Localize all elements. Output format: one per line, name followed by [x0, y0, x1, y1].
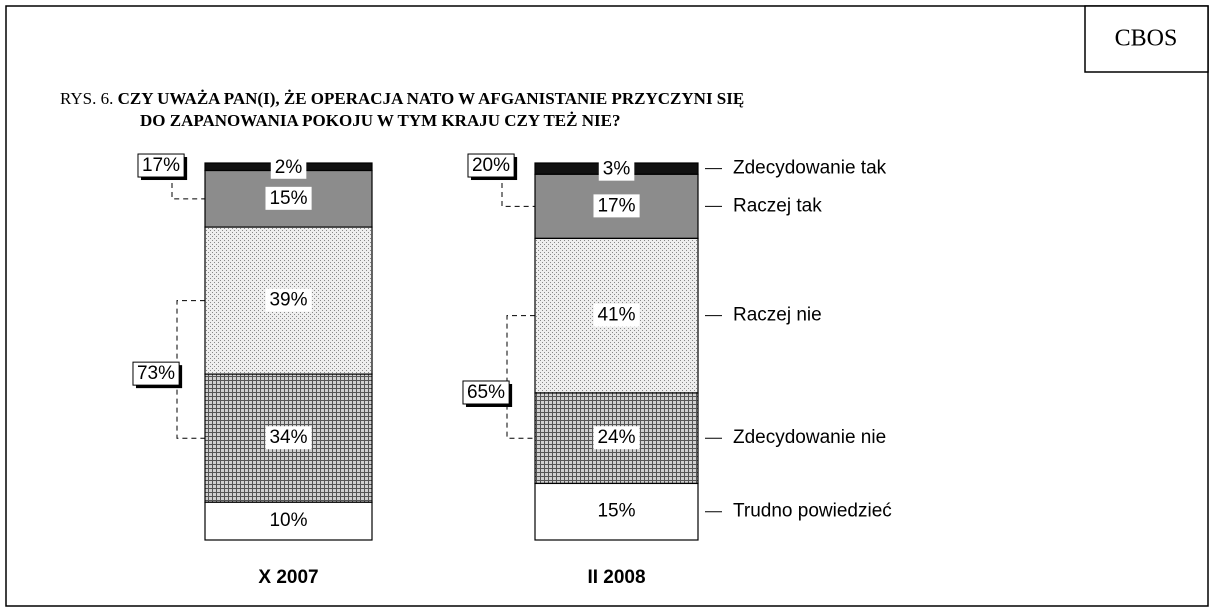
- value-label: 41%: [597, 305, 635, 326]
- chart-title: RYS. 6. CZY UWAŻA PAN(I), ŻE OPERACJA NA…: [60, 89, 744, 108]
- frame: [5, 5, 1209, 607]
- legend-label: Zdecydowanie nie: [733, 427, 886, 448]
- value-label-box: [593, 303, 640, 327]
- bracket: [171, 183, 205, 200]
- bracket: [506, 315, 535, 439]
- value-label: 10%: [269, 510, 307, 531]
- legend-label: Raczej tak: [733, 195, 822, 216]
- source-box: [1084, 5, 1209, 73]
- legend-label: Raczej nie: [733, 305, 822, 326]
- value-label-box: [265, 509, 312, 533]
- value-label: 15%: [597, 501, 635, 522]
- yes-total-box: [467, 153, 515, 178]
- value-label-box: [598, 157, 635, 181]
- no-total: 73%: [137, 363, 175, 384]
- value-label: 17%: [597, 195, 635, 216]
- value-label: 24%: [597, 427, 635, 448]
- value-label: 34%: [269, 427, 307, 448]
- x-tick-label: X 2007: [258, 567, 318, 588]
- value-label-box: [265, 288, 312, 312]
- value-label-box: [593, 194, 640, 218]
- value-label-box: [593, 426, 640, 450]
- legend-label: Zdecydowanie tak: [733, 158, 887, 179]
- bracket: [176, 300, 205, 439]
- no-total: 65%: [467, 382, 505, 403]
- no-total-box: [132, 361, 180, 386]
- no-total-box: [462, 380, 510, 405]
- value-label: 15%: [269, 188, 307, 209]
- bracket: [501, 183, 535, 207]
- chart-title: DO ZAPANOWANIA POKOJU W TYM KRAJU CZY TE…: [140, 111, 620, 130]
- value-label-box: [270, 155, 307, 179]
- value-label-box: [265, 426, 312, 450]
- value-label-box: [593, 499, 640, 523]
- yes-total-box: [137, 153, 185, 178]
- value-label-box: [265, 186, 312, 210]
- legend-label: Trudno powiedzieć: [733, 501, 892, 522]
- yes-total: 20%: [472, 155, 510, 176]
- value-label: 3%: [603, 159, 631, 180]
- yes-total: 17%: [142, 155, 180, 176]
- value-label: 39%: [269, 290, 307, 311]
- value-label: 2%: [275, 157, 303, 178]
- x-tick-label: II 2008: [587, 567, 645, 588]
- source: CBOS: [1115, 26, 1178, 52]
